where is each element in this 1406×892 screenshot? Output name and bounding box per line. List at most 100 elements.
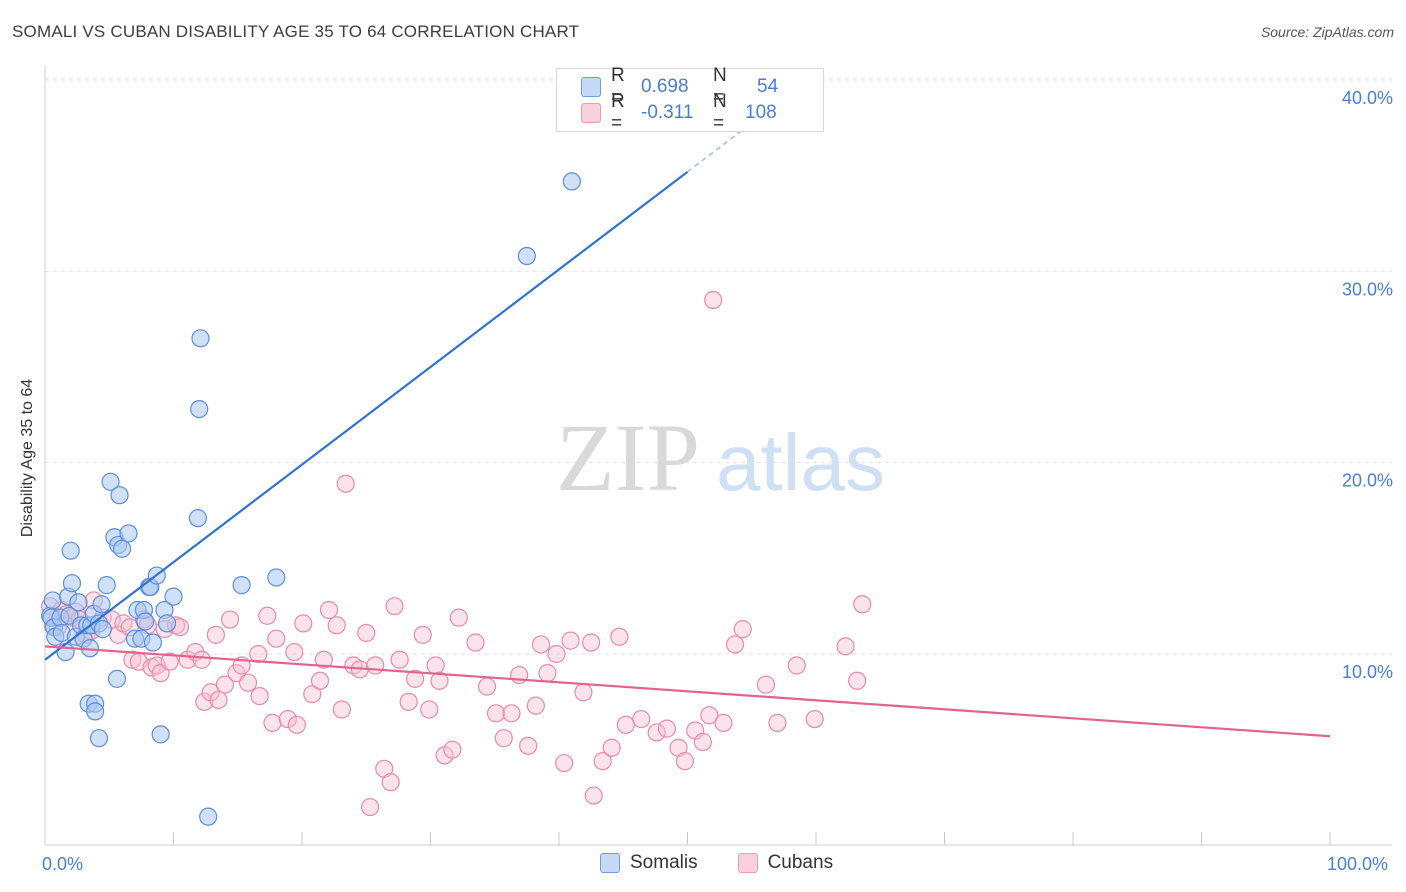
somalis-point — [188, 509, 208, 528]
x-tick-min: 0.0% — [42, 854, 84, 874]
cubans-point — [700, 706, 719, 725]
cubans-point — [399, 692, 418, 711]
somalis-point — [56, 642, 75, 662]
cubans-point — [768, 713, 787, 732]
somalis-point — [112, 539, 132, 558]
cubans-point — [123, 650, 142, 669]
cubans-point — [294, 614, 313, 633]
cubans-point — [805, 709, 824, 729]
trend-lines — [44, 112, 1331, 738]
cubans-point — [327, 616, 346, 635]
cubans-point — [201, 683, 220, 702]
cubans-point — [756, 675, 775, 694]
somalis-point — [97, 576, 116, 595]
cubans-point — [647, 723, 666, 742]
cubans-point — [405, 669, 425, 688]
somali-points — [41, 172, 581, 826]
cubans-point — [206, 625, 226, 644]
somalis-point — [232, 576, 251, 595]
cubans-point — [250, 686, 269, 706]
r-value: -0.311 — [641, 102, 694, 123]
cubans-point — [574, 683, 593, 702]
cubans-point — [258, 606, 277, 625]
legend-label-cubans: Cubans — [767, 852, 834, 873]
series-legend: Somalis Cubans — [600, 852, 873, 874]
legend-label-somalis: Somalis — [630, 852, 698, 873]
somalis-trendline — [44, 170, 689, 661]
cubans-point — [593, 752, 612, 771]
somalis-point — [190, 399, 209, 419]
cubans-point — [430, 671, 449, 690]
y-tick-label: 30.0% — [1342, 279, 1393, 299]
somalis-point — [119, 524, 138, 543]
stats-legend: R = 0.698 N = 54 R = -0.311 N = 108 — [556, 65, 824, 134]
cubans-point — [853, 595, 872, 614]
y-tick-labels: 10.0% 20.0% 30.0% 40.0% — [1342, 88, 1393, 682]
cubans-point — [336, 474, 355, 493]
cubans-point — [787, 656, 806, 675]
cubans-point — [319, 600, 339, 620]
somalis-point — [43, 591, 62, 610]
cubans-point — [466, 633, 485, 652]
cubans-point — [426, 656, 445, 675]
legend-item-somalis: Somalis — [600, 852, 698, 874]
somalis-point — [69, 593, 88, 612]
stats-row-somalis: R = 0.698 N = 54 — [581, 65, 779, 108]
watermark-atlas: atlas — [716, 418, 885, 507]
cubans-point — [538, 664, 557, 683]
watermark-zip: ZIP — [556, 404, 700, 511]
cubans-trendline — [44, 645, 1331, 738]
cubans-point — [390, 650, 409, 669]
cubans-point — [704, 290, 723, 310]
somalis-point — [89, 729, 109, 748]
cubans-point — [561, 631, 580, 650]
somalis-point — [157, 614, 177, 633]
cubans-point — [547, 644, 566, 664]
somalis-point — [199, 807, 218, 826]
somalis-point — [143, 633, 163, 652]
cubans-point — [249, 644, 268, 664]
n-value: 54 — [757, 76, 779, 97]
cubans-point — [385, 597, 404, 616]
cubans-point — [357, 623, 376, 643]
cubans-point — [602, 738, 621, 757]
n-label: N = — [713, 65, 727, 108]
somalis-swatch — [600, 853, 620, 873]
n-value: 108 — [745, 102, 777, 123]
cubans-point — [413, 625, 432, 644]
somalis-point — [164, 587, 183, 606]
cubans-point — [303, 685, 322, 704]
cubans-point — [531, 635, 551, 654]
cubans-point — [555, 753, 574, 773]
stats-row-cubans: R = -0.311 N = 108 — [581, 91, 777, 134]
chart-title: SOMALI VS CUBAN DISABILITY AGE 35 TO 64 … — [12, 22, 580, 41]
cubans-point — [209, 690, 228, 710]
n-label: N = — [713, 91, 727, 134]
cubans-point — [192, 650, 211, 669]
cubans-point — [836, 637, 855, 656]
somalis-point — [92, 595, 111, 614]
cubans-point — [263, 713, 282, 732]
cubans-point — [675, 752, 695, 771]
cubans-point — [632, 709, 651, 729]
cubans-point — [477, 677, 497, 696]
somalis-point — [267, 568, 286, 587]
cubans-point — [584, 786, 603, 805]
cubans-point — [278, 709, 297, 729]
somalis-point — [93, 620, 112, 639]
y-tick-label: 40.0% — [1342, 88, 1393, 108]
grid-lines — [45, 77, 1392, 655]
somalis-point — [107, 669, 127, 688]
cubans-swatch — [581, 103, 601, 123]
somalis-point — [62, 574, 82, 593]
cubans-point — [494, 729, 513, 748]
cubans-point — [443, 740, 462, 759]
cubans-point — [420, 700, 439, 719]
cubans-point — [332, 700, 351, 719]
cubans-point — [526, 696, 545, 715]
cubans-point — [195, 692, 214, 711]
axes — [44, 66, 1392, 846]
cubans-point — [285, 642, 304, 662]
somalis-trendline-extension — [687, 112, 766, 173]
somalis-point — [110, 486, 129, 505]
